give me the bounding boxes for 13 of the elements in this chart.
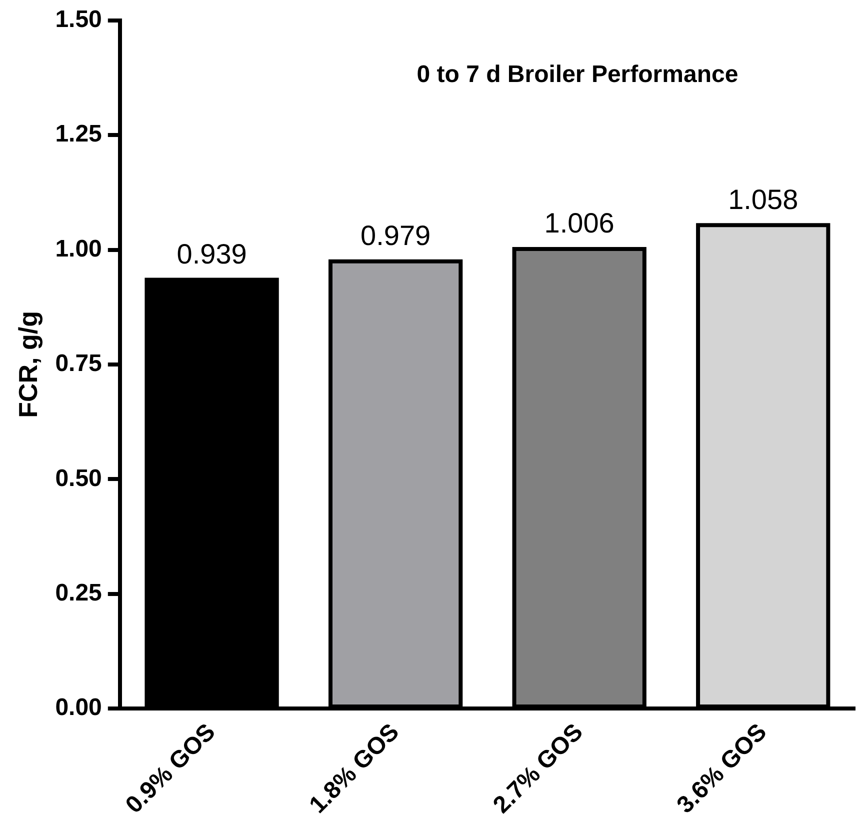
data-label: 0.939 (176, 238, 247, 270)
y-tick-label: 0.50 (55, 464, 102, 492)
data-label: 0.979 (360, 220, 431, 252)
y-tick-label: 0.25 (55, 579, 102, 606)
data-label: 1.058 (728, 184, 798, 215)
y-tick-label: 1.25 (55, 120, 102, 148)
y-axis-title: FCR, g/g (12, 311, 43, 418)
y-tick-label: 1.50 (55, 6, 102, 34)
y-tick-label: 0.75 (55, 350, 102, 378)
text: 0 to 7 d Broiler Performance (416, 61, 738, 88)
data-label: 1.006 (544, 208, 614, 239)
y-tick-label: 1.00 (55, 235, 102, 262)
y-tick-label: 0.00 (55, 694, 102, 722)
